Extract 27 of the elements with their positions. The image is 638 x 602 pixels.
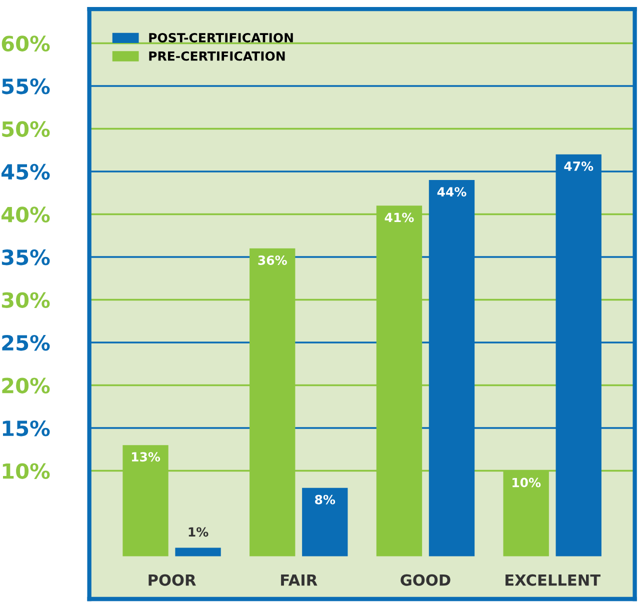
data-label: 44% [437,187,466,197]
data-label: 41% [384,212,414,222]
y-tick-label: 15% [2,420,50,436]
data-label: 13% [132,452,160,462]
y-tick-label: 10% [2,463,50,479]
x-tick-label: POOR [148,574,196,586]
x-tick-label: FAIR [281,574,318,586]
data-label: 36% [258,255,287,265]
data-label: 10% [512,478,541,488]
y-tick-label: 60% [2,36,50,52]
data-label: 47% [564,161,594,171]
y-tick-label: 50% [2,121,50,137]
legend-label: POST-CERTIFICATION [149,33,293,42]
legend-label: PRE-CERTIFICATION [149,51,285,61]
y-tick-label: 45% [2,164,50,180]
y-tick-label: 25% [2,334,50,351]
y-tick-label: 30% [2,292,50,308]
y-tick-label: 35% [2,249,50,266]
data-label: 8% [315,494,336,504]
data-label: 1% [188,527,208,537]
y-tick-label: 40% [2,206,50,222]
y-tick-label: 55% [2,78,50,94]
bar [302,488,348,556]
bar [175,548,221,556]
y-tick-label: 20% [2,378,50,394]
x-tick-label: GOOD [400,574,450,586]
x-tick-label: EXCELLENT [506,574,600,586]
